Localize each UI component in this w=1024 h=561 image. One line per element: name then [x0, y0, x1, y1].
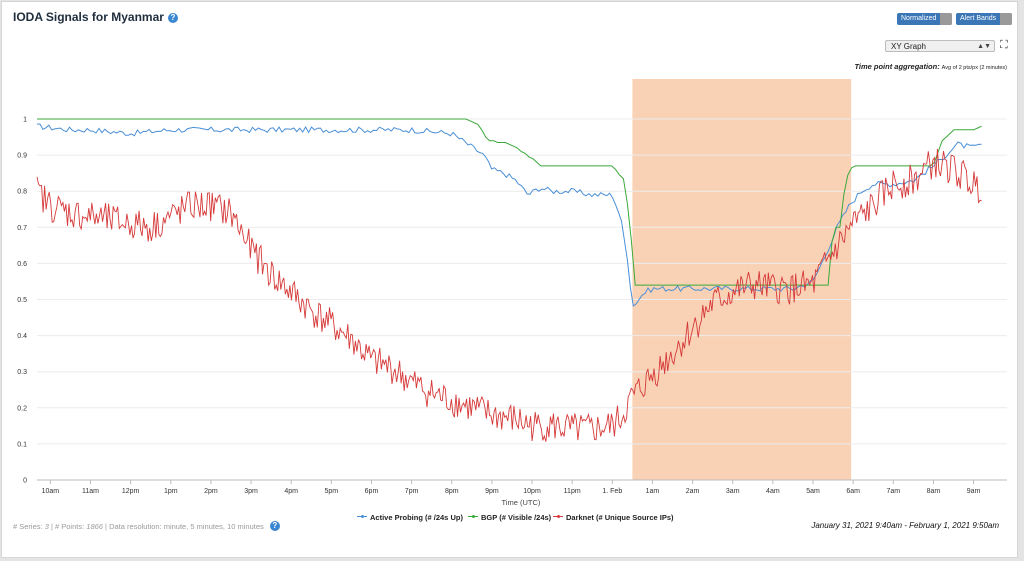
legend-swatch — [468, 514, 478, 518]
y-tick-label: 0.1 — [17, 441, 27, 448]
x-tick-label: 8am — [927, 488, 941, 495]
normalized-toggle[interactable]: Normalized — [897, 13, 953, 25]
legend-label: Active Probing (# /24s Up) — [370, 513, 463, 522]
legend-swatch — [357, 514, 367, 518]
x-tick-label: 2am — [686, 488, 700, 495]
x-tick-label: 6pm — [365, 488, 379, 495]
x-tick-label: 7am — [886, 488, 900, 495]
x-tick-label: 5am — [806, 488, 820, 495]
y-tick-label: 0.3 — [17, 369, 27, 376]
page-title: IODA Signals for Myanmar? — [13, 10, 178, 24]
aggregation-info: Time point aggregation: Avg of 2 pts/px … — [854, 62, 1007, 71]
x-tick-label: 1am — [646, 488, 660, 495]
series-line-darknet[interactable] — [36, 148, 982, 442]
aggregation-value: Avg of 2 pts/px (2 minutes) — [941, 65, 1007, 71]
y-tick-label: 0.7 — [17, 225, 27, 232]
fullscreen-expand-icon[interactable]: ⛶ — [1000, 39, 1008, 51]
normalized-toggle-label: Normalized — [901, 15, 937, 22]
help-icon[interactable]: ? — [269, 521, 280, 531]
x-tick-label: 4pm — [284, 488, 298, 495]
x-tick-label: 11pm — [564, 488, 581, 495]
time-range: January 31, 2021 9:40am - February 1, 20… — [811, 521, 999, 530]
y-tick-label: 0.9 — [17, 153, 27, 160]
grid-layer — [37, 118, 1007, 481]
y-axis-ticks: 0 0.1 0.2 0.3 0.4 0.5 0.6 0.7 0.8 0.9 1 — [17, 117, 27, 485]
x-tick-label: 11am — [82, 488, 99, 495]
toggle-knob — [940, 13, 953, 25]
x-tick-label: 7pm — [405, 488, 419, 495]
y-tick-label: 1 — [23, 117, 27, 124]
y-tick-label: 0.5 — [17, 297, 27, 304]
toggle-knob — [1000, 13, 1013, 25]
alert-bands-toggle[interactable]: Alert Bands — [956, 13, 1013, 25]
x-tick-label: 2pm — [204, 488, 218, 495]
x-tick-label: 9pm — [485, 488, 499, 495]
series-layer — [36, 118, 982, 442]
legend-item-active-probing[interactable]: Active Probing (# /24s Up) — [357, 513, 463, 522]
aggregation-label: Time point aggregation: — [854, 62, 940, 71]
xy-graph: 10am 11am 12pm 1pm 2pm 3pm 4pm 5pm 6pm 7pm 8pm 9pm 1… — [17, 79, 1007, 507]
y-tick-label: 0 — [23, 478, 27, 485]
legend-item-bgp[interactable]: BGP (# Visible /24s) — [468, 513, 551, 522]
x-tick-label: 5pm — [325, 488, 339, 495]
alert-bands-toggle-label: Alert Bands — [960, 15, 997, 22]
x-tick-label: 3pm — [244, 488, 258, 495]
x-axis-ticks: 10am 11am 12pm 1pm 2pm 3pm 4pm 5pm 6pm 7pm 8pm 9pm 1… — [42, 480, 981, 495]
points-count: 1866 — [86, 522, 103, 531]
legend-swatch — [553, 514, 563, 518]
y-tick-label: 0.2 — [17, 405, 27, 412]
y-tick-label: 0.4 — [17, 333, 27, 340]
legend-item-darknet[interactable]: Darknet (# Unique Source IPs) — [553, 513, 674, 522]
legend-label: BGP (# Visible /24s) — [481, 513, 552, 522]
x-tick-label: 6am — [846, 488, 860, 495]
x-axis-title: Time (UTC) — [502, 498, 541, 507]
points-count-label: # Points: — [55, 522, 85, 531]
legend-label: Darknet (# Unique Source IPs) — [566, 513, 674, 522]
x-tick-label: 1. Feb — [602, 488, 622, 495]
x-tick-label: 9am — [967, 488, 981, 495]
data-summary: # Series: 3 | # Points: 1866 | Data reso… — [13, 521, 280, 531]
x-tick-label: 4am — [766, 488, 780, 495]
graph-type-value: XY Graph — [891, 42, 926, 51]
x-tick-label: 1pm — [164, 488, 178, 495]
series-line-bgp[interactable] — [37, 118, 982, 286]
y-tick-label: 0.8 — [17, 189, 27, 196]
series-line-active-probing[interactable] — [36, 123, 982, 307]
x-tick-label: 8pm — [445, 488, 459, 495]
x-tick-label: 3am — [726, 488, 740, 495]
x-tick-label: 10am — [42, 488, 60, 495]
x-tick-label: 12pm — [122, 488, 140, 495]
graph-type-select[interactable]: XY Graph ▲▼ — [885, 40, 995, 52]
select-arrows-icon: ▲▼ — [977, 43, 991, 50]
x-tick-label: 10pm — [523, 488, 541, 495]
series-count: 3 — [44, 522, 49, 531]
page-title-text: IODA Signals for Myanmar — [13, 10, 164, 24]
data-resolution: Data resolution: minute, 5 minutes, 10 m… — [109, 522, 264, 531]
series-count-label: # Series: — [13, 522, 43, 531]
y-tick-label: 0.6 — [17, 261, 27, 268]
help-icon[interactable]: ? — [167, 13, 178, 23]
